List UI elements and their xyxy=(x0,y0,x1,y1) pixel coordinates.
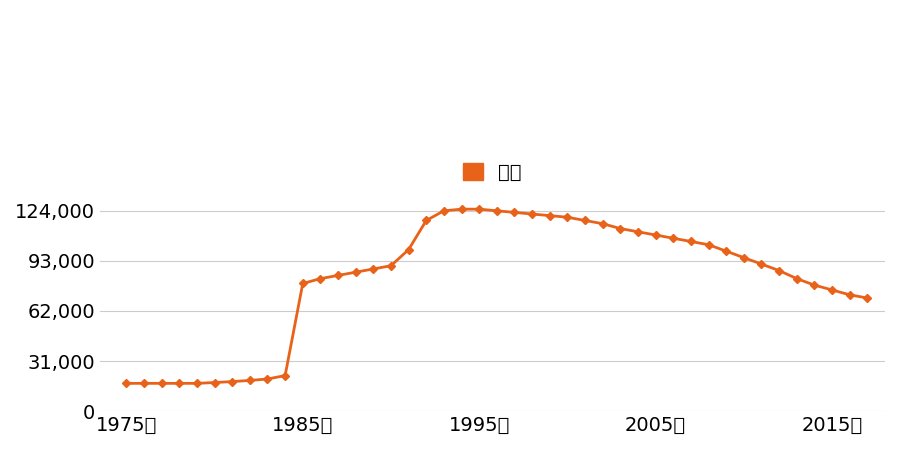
価格 xyxy=(209,380,220,385)
価格 xyxy=(809,283,820,288)
価格 xyxy=(526,212,537,217)
価格 xyxy=(121,381,131,386)
価格 xyxy=(791,276,802,281)
価格 xyxy=(491,208,502,213)
価格 xyxy=(580,218,590,223)
価格 xyxy=(403,247,414,252)
価格 xyxy=(227,379,238,384)
価格 xyxy=(827,287,838,292)
価格 xyxy=(139,381,149,386)
価格 xyxy=(385,263,396,268)
価格 xyxy=(721,248,732,254)
価格 xyxy=(844,292,855,297)
価格 xyxy=(350,270,361,275)
価格 xyxy=(739,255,750,261)
価格 xyxy=(333,273,344,278)
価格 xyxy=(650,232,661,238)
価格 xyxy=(280,373,291,378)
価格 xyxy=(438,208,449,213)
価格 xyxy=(368,266,379,272)
価格 xyxy=(174,381,184,386)
価格 xyxy=(562,215,572,220)
価格 xyxy=(633,229,643,234)
Line: 価格: 価格 xyxy=(123,207,870,386)
価格 xyxy=(668,235,679,241)
価格 xyxy=(703,242,714,248)
価格 xyxy=(615,226,626,231)
価格 xyxy=(421,218,432,223)
価格 xyxy=(774,268,785,273)
価格 xyxy=(544,213,555,218)
価格 xyxy=(262,376,273,382)
価格 xyxy=(756,261,767,267)
価格 xyxy=(315,276,326,281)
価格 xyxy=(245,378,256,383)
価格 xyxy=(473,207,484,212)
価格 xyxy=(862,295,873,301)
価格 xyxy=(456,207,467,212)
Legend: 価格: 価格 xyxy=(455,155,529,189)
価格 xyxy=(192,381,202,386)
価格 xyxy=(157,381,167,386)
価格 xyxy=(686,239,697,244)
価格 xyxy=(297,281,308,286)
価格 xyxy=(509,210,520,215)
価格 xyxy=(598,221,608,226)
